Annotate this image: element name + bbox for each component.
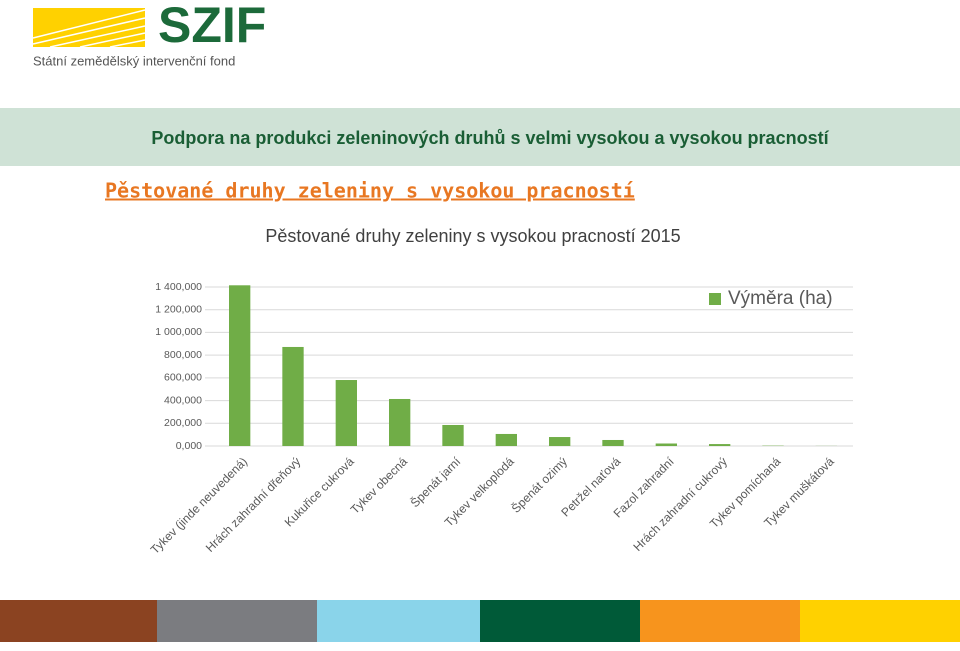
x-tick-label: Hrách zahradní dřeňový [203,454,303,554]
y-tick-label: 1 400,000 [155,281,202,293]
logo-subtitle: Státní zemědělský intervenční fond [33,53,235,68]
y-tick-label: 400,000 [164,394,202,406]
x-tick-label: Špenát jarní [407,453,464,510]
legend-label: Výměra (ha) [728,288,833,309]
bar [336,380,357,446]
bar [709,444,730,446]
x-tick-label: Hrách zahradní cukrový [631,454,731,554]
bar [549,437,570,446]
bar [496,434,517,446]
y-tick-label: 1 000,000 [155,326,202,338]
logo-text: SZIF [158,0,266,53]
banner-title: Podpora na produkci zeleninových druhů s… [151,128,829,148]
y-tick-label: 600,000 [164,372,202,384]
y-tick-label: 200,000 [164,417,202,429]
bar [389,399,410,446]
y-tick-label: 800,000 [164,349,202,361]
footer-strip [0,600,960,642]
x-tick-label: Tykev obecná [348,454,410,516]
bar [229,285,250,446]
y-tick-label: 0,000 [176,440,202,452]
chart-title: Pěstované druhy zeleniny s vysokou pracn… [265,226,680,246]
x-tick-label: Tykev (jinde neuvedená) [148,454,250,556]
legend-swatch [709,293,721,305]
bar [656,444,677,446]
bar [282,347,303,446]
y-tick-label: 1 200,000 [155,303,202,315]
bar [442,425,463,446]
section-heading: Pěstované druhy zeleniny s vysokou pracn… [105,179,635,203]
bar [602,440,623,446]
